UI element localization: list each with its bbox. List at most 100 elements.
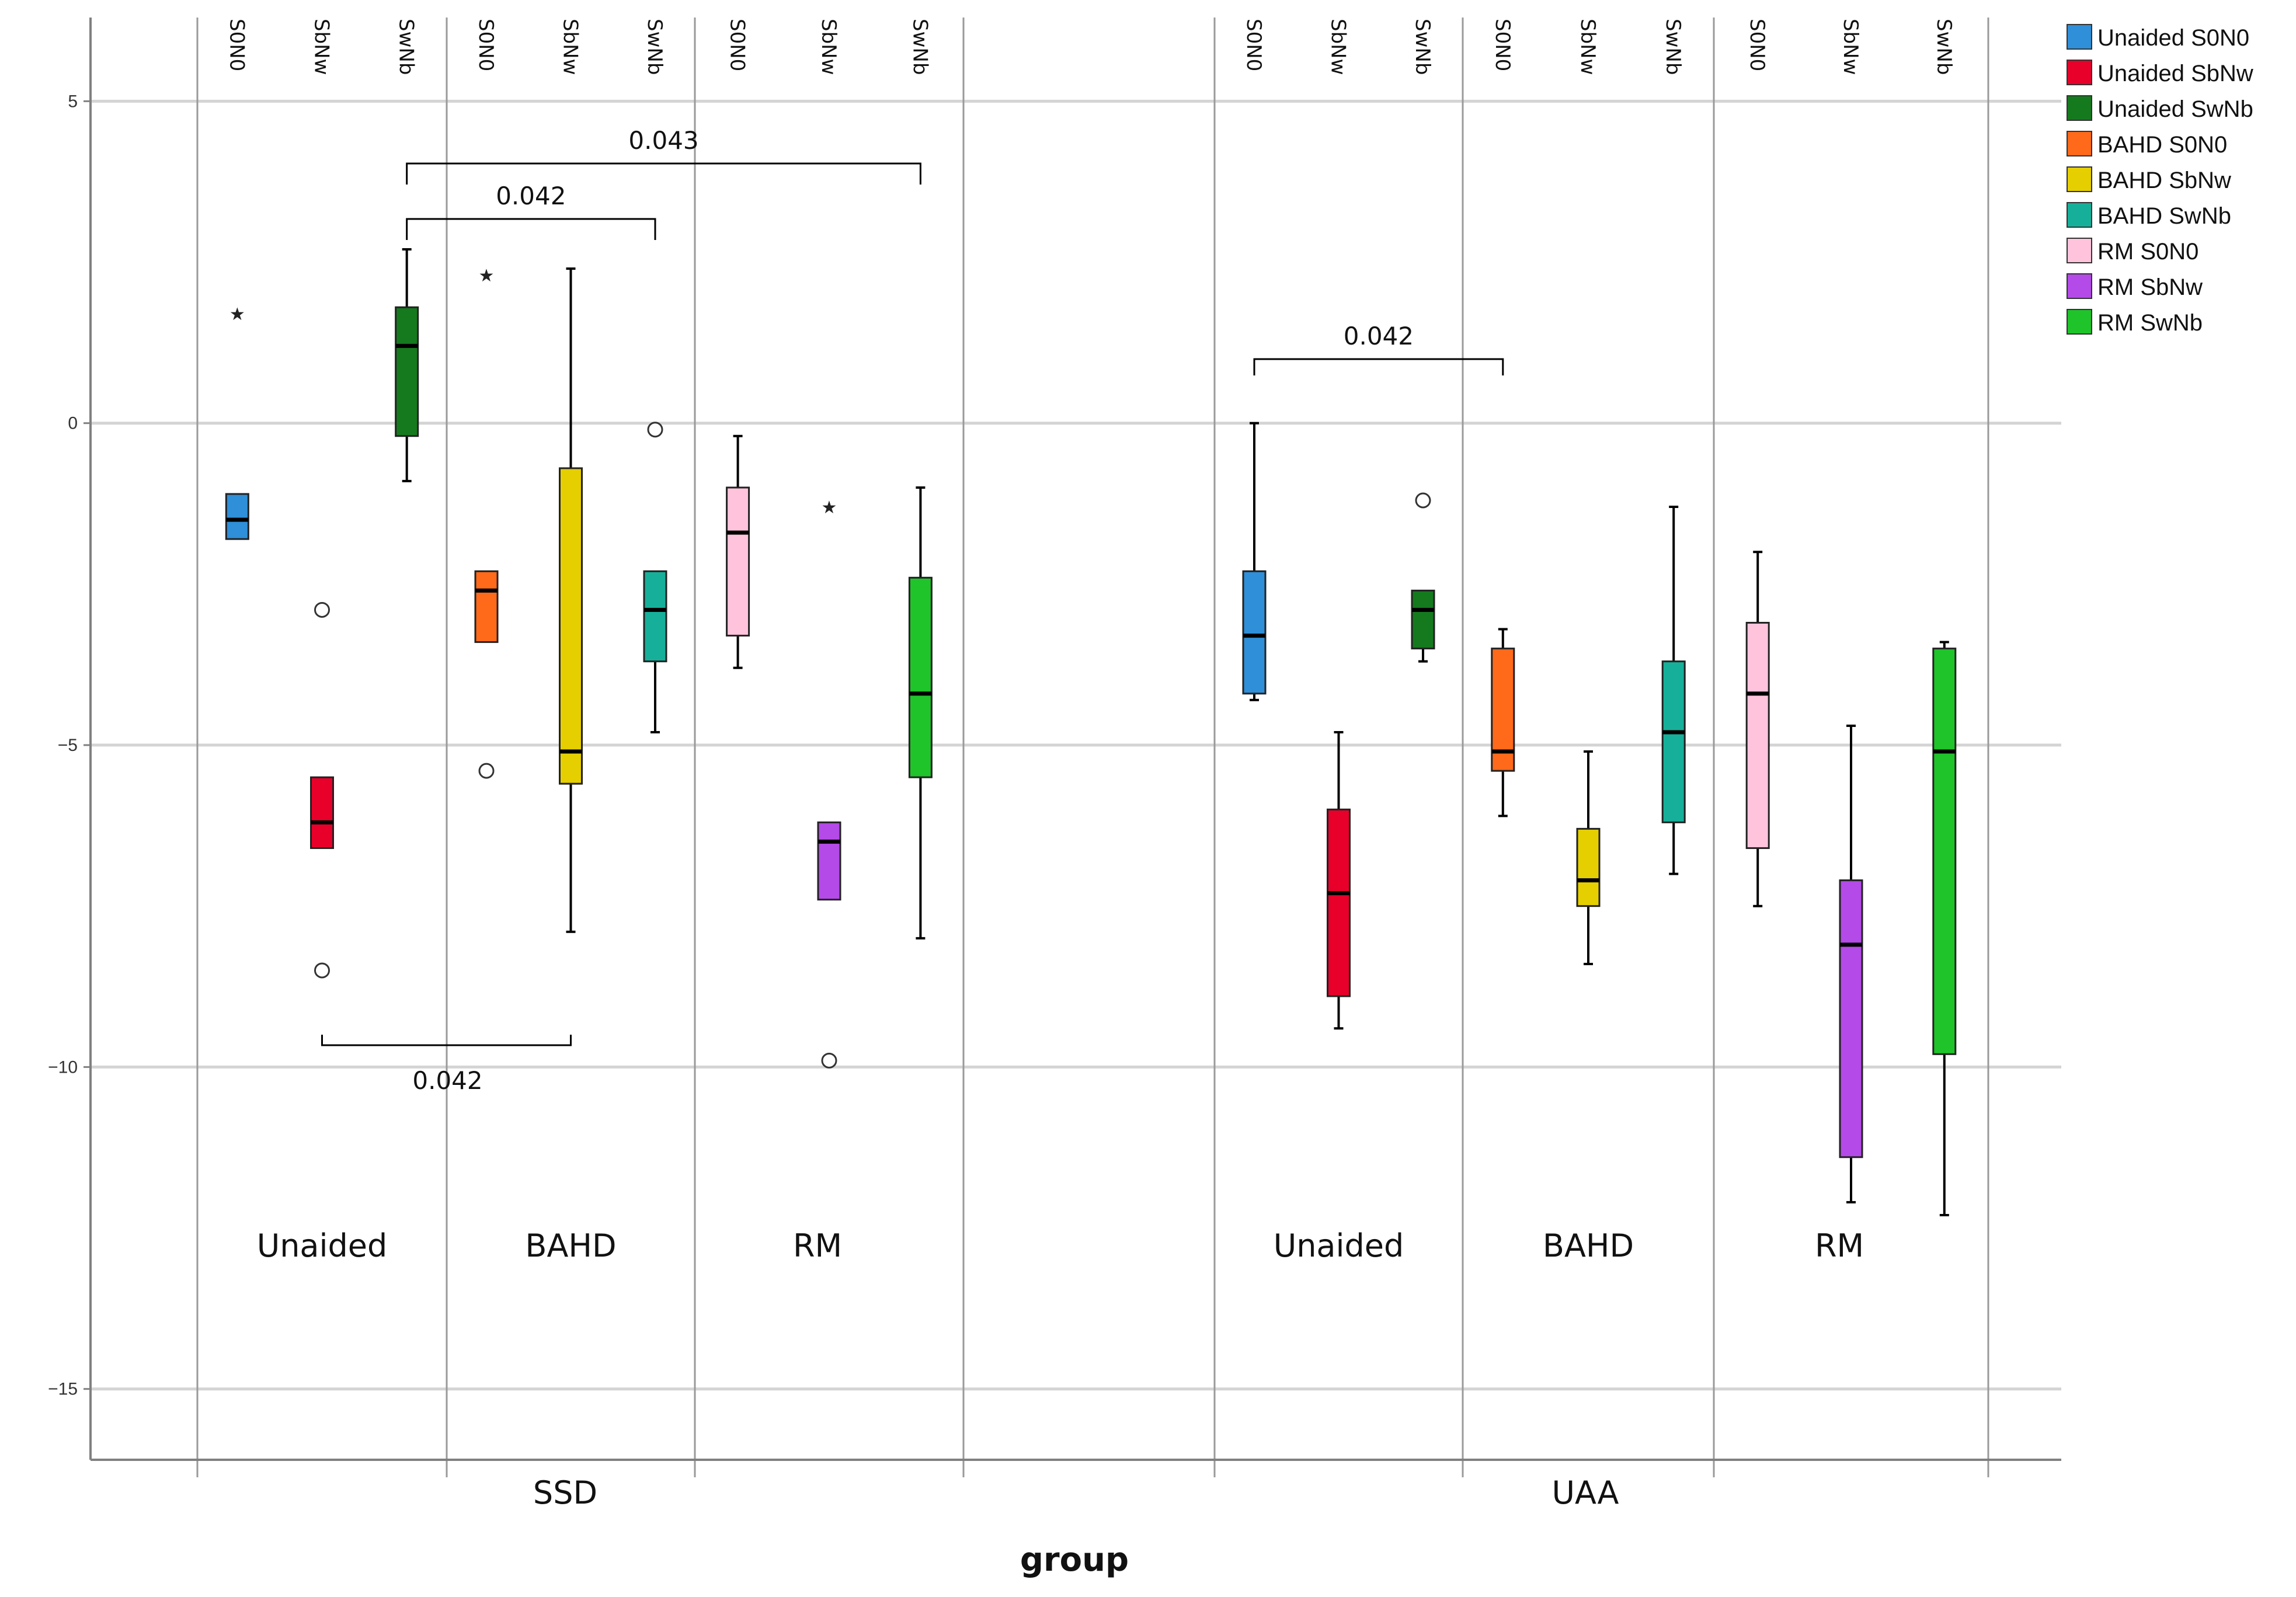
legend-swatch-bahd-s0n0: [2067, 131, 2092, 156]
box-ssd-unaided-swnb-iqr: [395, 306, 419, 437]
legend-swatch-rm-s0n0: [2067, 238, 2092, 263]
box-ssd-unaided-sbnw: [310, 601, 334, 979]
y-tick-label-0: 5: [68, 92, 78, 111]
category-label-uaa-unaided: Unaided: [1274, 1227, 1404, 1264]
box-ssd-bahd-s0n0-extreme-0: ★: [479, 266, 495, 286]
annotation-label-1: 0.042: [496, 182, 566, 210]
condition-header-ssd-unaided-sbnw: SbNw: [310, 19, 333, 75]
box-ssd-rm-swnb-iqr: [908, 576, 933, 778]
legend-swatch-rm-swnb: [2067, 309, 2092, 335]
box-ssd-bahd-s0n0-iqr: [474, 570, 499, 643]
annotation-bracket-2: [1253, 358, 1504, 375]
condition-header-ssd-unaided-s0n0: S0N0: [225, 19, 248, 71]
annotation-3: 0.042: [321, 1035, 572, 1095]
annotation-2: 0.042: [1253, 322, 1504, 375]
annotation-bracket-1: [406, 218, 656, 240]
annotation-bracket-3: [321, 1035, 572, 1046]
legend-label-unaided-swnb: Unaided SwNb: [2097, 96, 2253, 122]
category-label-uaa-bahd: BAHD: [1543, 1227, 1634, 1264]
box-uaa-unaided-swnb: [1411, 492, 1435, 663]
condition-header-ssd-rm-s0n0: S0N0: [726, 19, 749, 71]
box-ssd-bahd-swnb: [643, 422, 667, 733]
condition-header-uaa-rm-sbnw: SbNw: [1839, 19, 1862, 75]
box-ssd-unaided-sbnw-iqr: [310, 776, 334, 849]
legend-item-rm-swnb: RM SwNb: [2067, 309, 2203, 336]
condition-header-uaa-rm-swnb: SwNb: [1932, 19, 1956, 75]
box-ssd-rm-sbnw: ★: [817, 497, 841, 1069]
annotation-1: 0.042: [406, 182, 656, 240]
box-ssd-unaided-sbnw-outlier-0: [314, 601, 330, 618]
box-uaa-bahd-sbnw: [1576, 750, 1601, 965]
annotation-label-3: 0.042: [412, 1066, 482, 1095]
box-uaa-unaided-sbnw: [1327, 730, 1351, 1030]
legend-label-bahd-sbnw: BAHD SbNw: [2097, 168, 2231, 193]
legend-item-unaided-sbnw: Unaided SbNw: [2067, 60, 2253, 86]
box-ssd-bahd-swnb-iqr: [643, 570, 667, 663]
box-uaa-rm-sbnw-iqr: [1839, 879, 1863, 1158]
box-uaa-bahd-s0n0: [1491, 628, 1515, 817]
legend-item-bahd-s0n0: BAHD S0N0: [2067, 131, 2227, 158]
box-ssd-unaided-s0n0-extreme-0: ★: [229, 304, 245, 325]
box-uaa-rm-sbnw: [1839, 724, 1863, 1203]
box-uaa-rm-s0n0-iqr: [1745, 622, 1770, 849]
box-ssd-bahd-sbnw: [559, 267, 583, 933]
annotation-label-0: 0.043: [628, 126, 698, 155]
legend-label-unaided-s0n0: Unaided S0N0: [2097, 25, 2249, 51]
category-label-ssd-bahd: BAHD: [525, 1227, 616, 1264]
condition-header-uaa-bahd-swnb: SwNb: [1661, 19, 1685, 75]
box-uaa-unaided-swnb-outlier-0: [1415, 492, 1431, 509]
y-axis-ticks: 5 0 −5 −10 −15: [48, 92, 91, 1399]
legend-label-bahd-s0n0: BAHD S0N0: [2097, 132, 2227, 158]
group-labels: SSD UAA: [533, 1474, 1619, 1511]
condition-header-ssd-rm-swnb: SwNb: [908, 19, 931, 75]
annotation-bracket-0: [406, 162, 921, 185]
y-tick-label-1: 0: [68, 414, 78, 433]
legend-item-unaided-s0n0: Unaided S0N0: [2067, 24, 2249, 51]
y-tick-label-2: −5: [58, 736, 78, 755]
box-uaa-unaided-swnb-iqr: [1411, 589, 1435, 650]
box-ssd-rm-sbnw-outlier-1: [821, 1052, 837, 1069]
box-ssd-unaided-s0n0-iqr: [225, 493, 249, 540]
legend: Unaided S0N0 Unaided SbNw Unaided SwNb BAHD…: [2067, 24, 2253, 336]
condition-header-uaa-bahd-s0n0: S0N0: [1491, 19, 1514, 71]
box-ssd-unaided-s0n0: ★: [225, 304, 249, 540]
legend-swatch-unaided-swnb: [2067, 95, 2092, 121]
y-tick-label-3: −10: [48, 1057, 78, 1077]
condition-header-uaa-rm-s0n0: S0N0: [1745, 19, 1769, 71]
legend-label-bahd-swnb: BAHD SwNb: [2097, 203, 2231, 229]
gridlines: [91, 99, 2061, 1391]
box-ssd-bahd-swnb-outlier-0: [647, 422, 663, 438]
y-tick-label-4: −15: [48, 1380, 78, 1399]
legend-item-bahd-swnb: BAHD SwNb: [2067, 202, 2231, 229]
box-ssd-bahd-s0n0: ★: [474, 266, 499, 779]
category-label-ssd-unaided: Unaided: [257, 1227, 388, 1264]
condition-header-uaa-unaided-swnb: SwNb: [1411, 19, 1434, 75]
group-label-ssd: SSD: [533, 1474, 597, 1511]
box-uaa-bahd-swnb: [1661, 506, 1686, 875]
legend-label-unaided-sbnw: Unaided SbNw: [2097, 61, 2253, 86]
condition-headers: S0N0 SbNw SwNb S0N0 SbNw SwNb S0N0 SbNw SwNb S0N0…: [225, 19, 1955, 75]
condition-header-uaa-bahd-sbnw: SbNw: [1576, 19, 1599, 75]
x-axis-title: group: [1020, 1541, 1129, 1579]
panel-separators: [196, 18, 1989, 1477]
category-label-uaa-rm: RM: [1815, 1227, 1864, 1264]
legend-swatch-bahd-swnb: [2067, 202, 2092, 228]
box-ssd-unaided-sbnw-outlier-1: [314, 962, 330, 979]
box-ssd-rm-s0n0: [726, 434, 750, 669]
box-ssd-bahd-s0n0-outlier-1: [478, 763, 495, 779]
legend-item-rm-sbnw: RM SbNw: [2067, 273, 2203, 300]
legend-label-rm-s0n0: RM S0N0: [2097, 239, 2198, 265]
box-ssd-rm-s0n0-iqr: [726, 486, 750, 637]
condition-header-ssd-bahd-swnb: SwNb: [643, 19, 666, 75]
box-ssd-bahd-sbnw-iqr: [559, 467, 583, 785]
significance-annotations: 0.043 0.042 0.042 0.042: [321, 126, 1504, 1095]
box-uaa-unaided-s0n0-iqr: [1242, 570, 1267, 695]
legend-label-rm-sbnw: RM SbNw: [2097, 274, 2203, 300]
condition-header-ssd-unaided-swnb: SwNb: [395, 19, 418, 75]
category-labels: Unaided BAHD RM Unaided BAHD RM: [257, 1227, 1864, 1264]
box-uaa-bahd-swnb-iqr: [1661, 660, 1686, 823]
category-label-ssd-rm: RM: [793, 1227, 842, 1264]
box-uaa-unaided-sbnw-iqr: [1327, 808, 1351, 997]
box-ssd-rm-sbnw-iqr: [817, 821, 841, 901]
